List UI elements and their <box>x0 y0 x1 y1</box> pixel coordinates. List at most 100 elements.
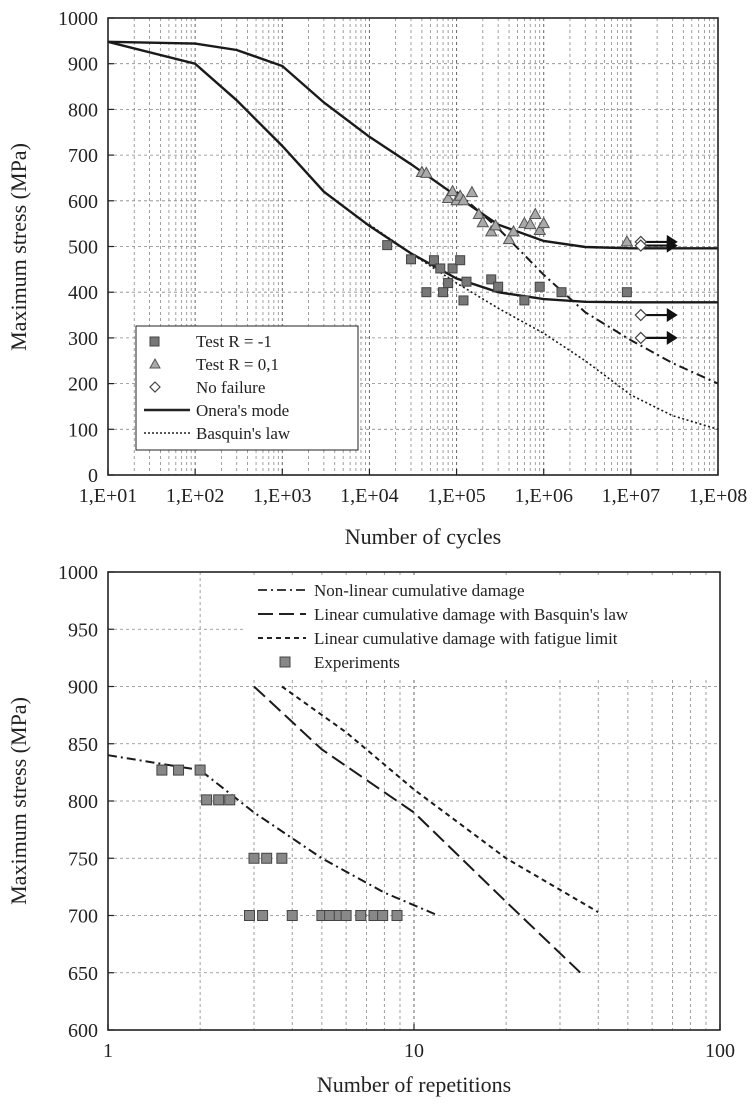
series-line <box>107 754 439 917</box>
series-line <box>368 223 719 431</box>
runout-arrow-head <box>666 308 678 323</box>
data-point-square <box>556 287 567 298</box>
top-legend-label: Onera's mode <box>196 401 289 420</box>
data-point-diamond <box>634 239 648 252</box>
top-chart-curves <box>107 40 719 431</box>
data-point-square <box>261 852 273 864</box>
data-point-triangle <box>523 217 537 230</box>
data-point-square <box>248 852 260 864</box>
data-point-triangle <box>620 234 634 247</box>
x-tick-label: 1 <box>103 1040 113 1062</box>
data-point-square <box>438 287 449 298</box>
runout-arrow-head <box>666 238 678 253</box>
data-point-square <box>257 910 269 921</box>
legend-triangle-marker <box>149 357 161 369</box>
data-point-square <box>213 794 225 806</box>
data-point-square <box>421 287 432 298</box>
y-tick-label: 300 <box>68 328 98 350</box>
data-point-square <box>428 255 439 266</box>
data-point-triangle <box>537 216 551 229</box>
data-point-square <box>443 278 454 289</box>
x-tick-label: 100 <box>705 1040 735 1062</box>
y-tick-label: 800 <box>68 791 98 813</box>
data-point-square <box>391 910 403 921</box>
bottom-legend-bg <box>244 578 718 678</box>
y-tick-label: 700 <box>68 906 98 928</box>
x-tick-label: 1,E+03 <box>253 485 312 507</box>
x-tick-label: 10 <box>404 1040 424 1062</box>
data-point-square <box>324 910 336 921</box>
bottom-y-axis-label: Maximum stress (MPa) <box>6 697 31 905</box>
runout-arrow-head <box>666 330 678 345</box>
y-tick-label: 850 <box>68 734 98 756</box>
data-point-square <box>377 910 389 921</box>
y-tick-label: 0 <box>88 465 98 487</box>
x-tick-label: 1,E+01 <box>79 485 138 507</box>
data-point-triangle <box>476 215 490 228</box>
data-point-square <box>534 281 545 292</box>
top-legend-label: Test R = -1 <box>196 332 272 351</box>
data-point-square <box>276 852 288 864</box>
series-line <box>253 685 582 974</box>
data-point-square <box>621 287 632 298</box>
data-point-square <box>243 910 255 921</box>
y-tick-label: 900 <box>68 54 98 76</box>
data-point-square <box>340 910 352 921</box>
series-line <box>107 40 718 250</box>
bottom-legend-label: Experiments <box>314 653 400 672</box>
bottom-chart-ticks: 1 10 100 600 650 700 750 800 850 900 950 1000 <box>58 562 735 1062</box>
data-point-square <box>455 255 466 266</box>
data-point-square <box>156 764 168 776</box>
y-tick-label: 700 <box>68 145 98 167</box>
y-tick-label: 100 <box>68 419 98 441</box>
top-x-axis-label: Number of cycles <box>345 524 501 549</box>
data-point-square <box>519 295 530 306</box>
bottom-chart-markers <box>156 764 403 921</box>
data-point-triangle <box>457 193 470 206</box>
data-point-square <box>382 240 393 251</box>
y-tick-label: 950 <box>68 619 98 641</box>
data-point-square <box>173 764 185 776</box>
data-point-diamond <box>634 308 648 322</box>
top-legend: Test R = -1 Test R = 0,1 No failure Oner… <box>135 325 359 451</box>
y-tick-label: 600 <box>68 191 98 213</box>
top-y-axis-label: Maximum stress (MPa) <box>6 143 31 351</box>
top-legend-label: Basquin's law <box>196 424 291 443</box>
data-point-square <box>406 254 417 265</box>
top-chart-markers <box>382 165 678 345</box>
data-point-square <box>447 263 458 274</box>
data-point-diamond <box>634 331 648 345</box>
data-point-square <box>286 910 298 921</box>
top-chart-ticks: 1,E+01 1,E+02 1,E+03 1,E+04 1,E+05 1,E+06 1,E+… <box>58 8 747 507</box>
y-tick-label: 400 <box>68 282 98 304</box>
y-tick-label: 200 <box>68 374 98 396</box>
bottom-legend: Non-linear cumulative damage Linear cumu… <box>244 578 718 678</box>
data-point-triangle <box>502 232 516 245</box>
y-tick-label: 650 <box>68 963 98 985</box>
top-legend-label: Test R = 0,1 <box>196 355 279 374</box>
data-point-square <box>486 274 497 285</box>
x-tick-label: 1,E+06 <box>514 485 573 507</box>
top-legend-label: No failure <box>196 378 265 397</box>
data-point-square <box>458 295 469 306</box>
data-point-square <box>461 276 472 287</box>
data-point-triangle <box>441 191 455 204</box>
data-point-triangle <box>528 207 542 220</box>
x-tick-label: 1,E+02 <box>166 485 225 507</box>
y-tick-label: 800 <box>68 99 98 121</box>
y-tick-label: 1000 <box>58 8 98 30</box>
bottom-legend-label: Linear cumulative damage with Basquin's … <box>314 605 629 624</box>
y-tick-label: 500 <box>68 237 98 259</box>
x-tick-label: 1,E+07 <box>602 485 661 507</box>
top-legend-box <box>135 325 359 451</box>
bottom-x-axis-label: Number of repetitions <box>317 1072 511 1097</box>
data-point-triangle <box>472 207 486 220</box>
data-point-triangle <box>465 185 479 198</box>
data-point-square <box>201 794 213 806</box>
y-tick-label: 600 <box>68 1020 98 1042</box>
data-point-triangle <box>489 218 502 231</box>
data-point-square <box>224 794 236 806</box>
data-point-square <box>435 263 446 274</box>
legend-square-marker <box>149 336 160 347</box>
